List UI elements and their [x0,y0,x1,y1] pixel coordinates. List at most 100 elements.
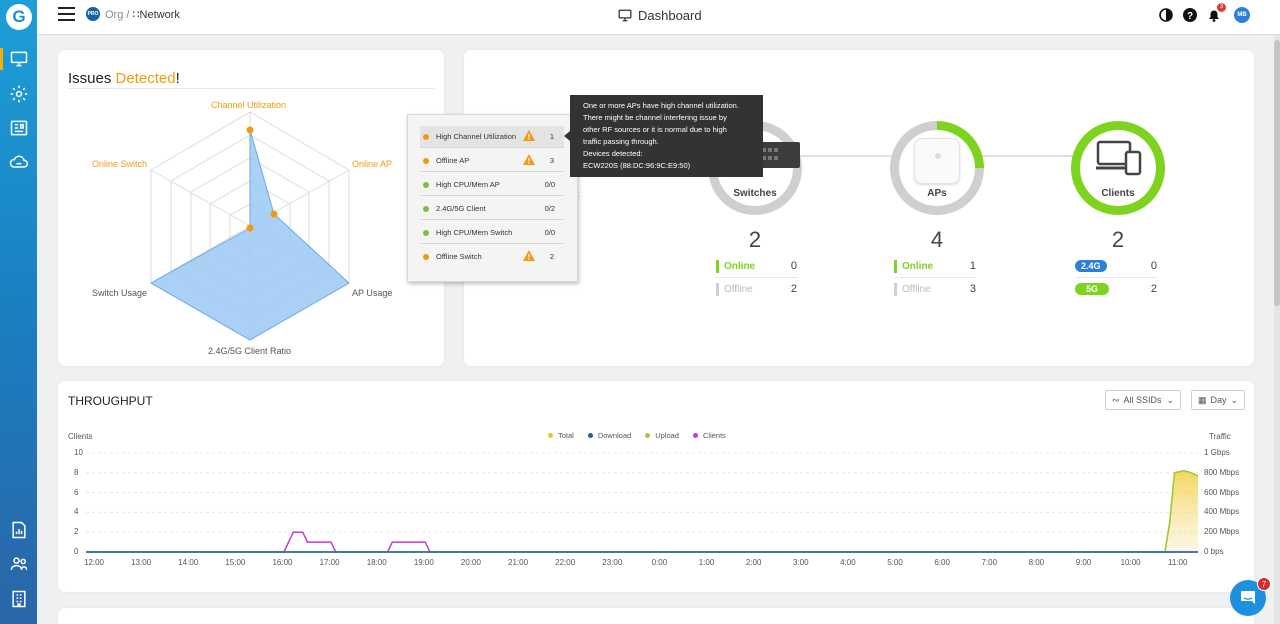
scrollbar-thumb[interactable] [1274,40,1280,306]
band5-pill: 5G [1075,283,1110,295]
x-tick-label: 21:00 [508,558,529,567]
axis-label-ap-usage: AP Usage [352,288,393,298]
issue-row[interactable]: High CPU/Mem AP 0/0 [420,174,564,196]
pro-badge: PRO [86,7,100,21]
clients-count: 2 [1111,227,1125,252]
page-title: Dashboard [618,8,702,23]
contrast-icon[interactable] [1158,7,1174,23]
tooltip-line: There might be channel interfering issue… [583,113,727,122]
help-icon[interactable]: ? [1182,7,1198,23]
legend-label: Clients [702,431,726,440]
bottom-card [58,608,1254,624]
period-dropdown[interactable]: ▦ Day ⌄ [1191,390,1245,410]
aps-online-value: 1 [969,260,976,272]
x-tick-label: 8:00 [1028,558,1045,567]
cloud-icon[interactable] [0,148,37,176]
issue-value: 2 [549,252,554,261]
x-tick-label: 23:00 [602,558,623,567]
chevron-down-icon: ⌄ [1166,394,1174,405]
breadcrumb-org[interactable]: Org / [105,9,130,21]
issue-value: 0/0 [544,228,555,237]
issues-title: Issues Detected! [68,70,180,87]
issue-label: High Channel Utilization [436,132,517,141]
top-right-actions: ? 3 MB [1158,3,1250,23]
issue-label: High CPU/Mem Switch [436,228,513,237]
y2-tick-label: 800 Mbps [1204,467,1240,477]
axis-label-online-switch: Online Switch [92,159,148,169]
ssid-dropdown-value: All SSIDs [1123,395,1162,405]
issue-row[interactable]: Offline AP 3 [420,150,564,172]
tooltip-line: traffic passing through. [583,137,659,146]
x-tick-label: 11:00 [1168,558,1188,567]
issue-value: 0/2 [544,204,555,213]
issue-row[interactable]: Offline Switch 2 [420,246,564,268]
building-icon[interactable] [0,585,37,613]
x-tick-label: 18:00 [366,558,387,567]
app-logo[interactable]: G [6,4,32,30]
clients-label: Clients [1101,188,1135,199]
issue-row[interactable]: High CPU/Mem Switch 0/0 [420,222,564,244]
monitor-icon[interactable] [0,45,37,73]
x-tick-label: 10:00 [1120,558,1141,567]
divider [1075,277,1157,278]
tooltip-line: ECW220S (88:DC:96:9C:E9:50) [583,161,691,170]
series-line-upload [86,470,1199,553]
divider [894,277,976,278]
x-tick-label: 15:00 [225,558,246,567]
notification-badge: 3 [1217,3,1226,12]
legend-item[interactable]: Clients [692,431,726,440]
x-tick-label: 2:00 [745,558,762,567]
clients-band24-value: 0 [1150,260,1157,272]
warning-icon [523,154,535,165]
users-icon[interactable] [0,550,37,578]
radar-point-online-switch [246,224,254,232]
menu-icon[interactable] [58,7,75,21]
radar-point-channel [246,126,254,134]
y-tick-label: 0 [74,547,79,556]
x-tick-label: 3:00 [792,558,809,567]
settings-icon[interactable] [0,80,37,108]
breadcrumb-network[interactable]: Network [139,9,180,21]
clients-band5-stat: 5G 2 [1075,283,1157,297]
x-tick-label: 13:00 [131,558,152,567]
radar-area [149,129,350,341]
issues-card: Issues Detected! Channel Utilization Onl… [58,50,444,366]
radar-chart [149,111,350,341]
y-tick-label: 2 [74,527,79,537]
analytics-icon[interactable] [0,516,37,544]
legend-item[interactable]: Total [548,431,574,440]
reports-icon[interactable] [0,114,37,142]
switches-offline-stat: Offline 2 [716,283,798,297]
aps-label: APs [927,188,947,199]
clients-band24-stat: 2.4G 0 [1075,260,1157,274]
legend-item[interactable]: Upload [645,431,679,440]
issue-row[interactable]: High Channel Utilization 1 [420,126,564,148]
ssid-dropdown[interactable]: ∾ All SSIDs ⌄ [1105,390,1181,410]
tooltip-line: other RF sources or it is normal due to … [583,125,727,134]
series-line-total [86,470,1199,553]
x-tick-label: 5:00 [887,558,903,567]
sidebar: G [0,0,37,624]
x-tick-label: 22:00 [555,558,576,567]
switches-count: 2 [748,227,762,252]
bell-icon[interactable]: 3 [1206,3,1226,23]
x-tick-label: 9:00 [1075,558,1092,567]
legend-label: Download [597,431,632,440]
x-tick-label: 1:00 [698,558,715,567]
axis-label-client-ratio: 2.4G/5G Client Ratio [208,346,292,356]
x-tick-label: 7:00 [981,558,998,567]
ap-device-icon [914,138,960,184]
y2-tick-label: 600 Mbps [1204,487,1240,497]
avatar[interactable]: MB [1234,7,1250,23]
y-tick-label: 8 [74,467,79,477]
axis-label-online-ap: Online AP [352,159,393,169]
legend-item[interactable]: Download [587,431,632,440]
issue-label: High CPU/Mem AP [436,180,500,189]
issue-row[interactable]: 2.4G/5G Client 0/2 [420,198,564,220]
legend-label: Total [558,431,574,440]
network-icon: ∷ [132,9,140,21]
x-tick-label: 0:00 [651,558,668,567]
aps-offline-label: Offline [902,284,931,295]
page-scrollbar[interactable] [1274,35,1280,624]
issue-value: 3 [549,156,554,165]
